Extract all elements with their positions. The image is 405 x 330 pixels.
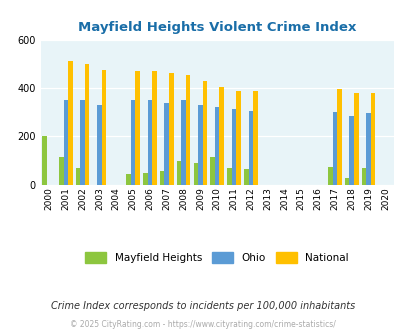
Bar [68,61,72,185]
Bar [85,64,89,185]
Bar [176,161,181,185]
Bar [164,103,168,185]
Bar [361,168,365,185]
Bar [147,100,152,185]
Bar [102,70,106,185]
Bar [193,163,198,185]
Bar [365,113,370,185]
Bar [181,100,185,185]
Text: © 2025 CityRating.com - https://www.cityrating.com/crime-statistics/: © 2025 CityRating.com - https://www.city… [70,320,335,329]
Bar [198,105,202,185]
Bar [135,71,140,185]
Bar [185,75,190,185]
Bar [214,107,219,185]
Bar [252,91,257,185]
Bar [327,167,332,185]
Bar [231,109,236,185]
Bar [202,81,207,185]
Bar [152,71,156,185]
Bar [227,168,231,185]
Bar [42,136,47,185]
Bar [64,100,68,185]
Bar [370,93,375,185]
Bar [143,174,147,185]
Bar [76,168,80,185]
Bar [97,105,102,185]
Bar [344,178,349,185]
Bar [130,100,135,185]
Bar [59,157,64,185]
Bar [168,73,173,185]
Bar [236,91,240,185]
Bar [126,174,130,185]
Text: Crime Index corresponds to incidents per 100,000 inhabitants: Crime Index corresponds to incidents per… [51,301,354,311]
Legend: Mayfield Heights, Ohio, National: Mayfield Heights, Ohio, National [81,248,352,267]
Bar [210,157,214,185]
Bar [337,89,341,185]
Bar [248,111,252,185]
Bar [349,116,353,185]
Bar [332,112,337,185]
Bar [219,87,224,185]
Bar [353,93,358,185]
Bar [80,100,85,185]
Title: Mayfield Heights Violent Crime Index: Mayfield Heights Violent Crime Index [78,21,356,34]
Bar [243,169,248,185]
Bar [160,172,164,185]
